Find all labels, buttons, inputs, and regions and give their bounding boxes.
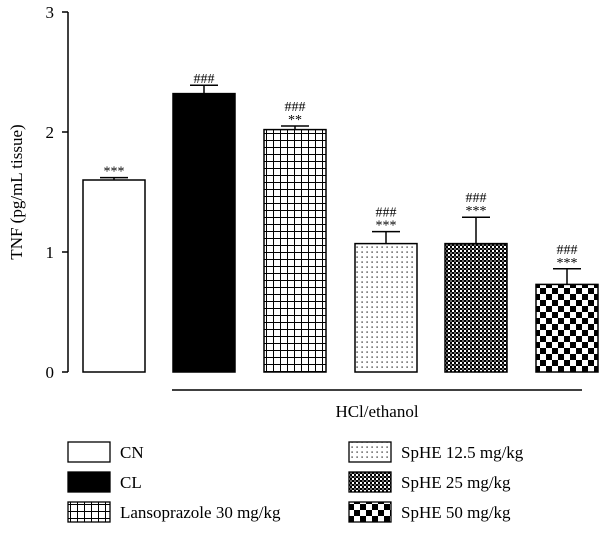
bar-annotation-3-2: ** (288, 113, 302, 128)
legend-label-2: CL (120, 473, 142, 492)
y-tick-label-2: 2 (46, 123, 55, 142)
bar-annotation-1-1: *** (104, 165, 125, 180)
bar-annotation-5-1: ### (466, 191, 487, 206)
legend-swatch-2 (67, 471, 111, 493)
legend-label-4: SpHE 12.5 mg/kg (401, 443, 524, 462)
bar-annotation-6-1: ### (557, 243, 578, 258)
legend-swatch-3 (67, 501, 111, 523)
group-label: HCl/ethanol (335, 402, 418, 421)
bar-5 (444, 242, 508, 373)
bar-2 (172, 92, 236, 373)
y-axis-label: TNF (pg/mL tissue) (7, 124, 26, 259)
legend-swatch-5 (348, 471, 392, 493)
legend-swatch-1 (67, 441, 111, 463)
legend-swatch-6 (348, 501, 392, 523)
bar-6 (535, 283, 599, 373)
bar-3 (263, 128, 327, 373)
bar-annotation-2-1: ### (194, 72, 215, 87)
legend-label-3: Lansoprazole 30 mg/kg (120, 503, 281, 522)
bar-annotation-3-1: ### (285, 100, 306, 115)
y-tick-label-1: 1 (46, 243, 55, 262)
legend-label-6: SpHE 50 mg/kg (401, 503, 511, 522)
legend-label-5: SpHE 25 mg/kg (401, 473, 511, 492)
bar-1 (82, 179, 146, 373)
bar-annotation-5-2: *** (466, 204, 487, 219)
legend-swatch-4 (348, 441, 392, 463)
legend: CN CL Lansoprazole 30 mg/kg SpHE 12.5 mg/kg… (67, 441, 524, 523)
bar-annotation-4-2: *** (376, 219, 397, 234)
bar-annotation-4-1: ### (376, 206, 397, 221)
y-tick-label-0: 0 (46, 363, 55, 382)
bars: ***######**###***###***###*** (82, 72, 599, 373)
bar-4 (354, 242, 418, 373)
bar-annotation-6-2: *** (557, 256, 578, 271)
axes: 0 1 2 3 (46, 3, 69, 382)
legend-label-1: CN (120, 443, 144, 462)
y-tick-label-3: 3 (46, 3, 55, 22)
